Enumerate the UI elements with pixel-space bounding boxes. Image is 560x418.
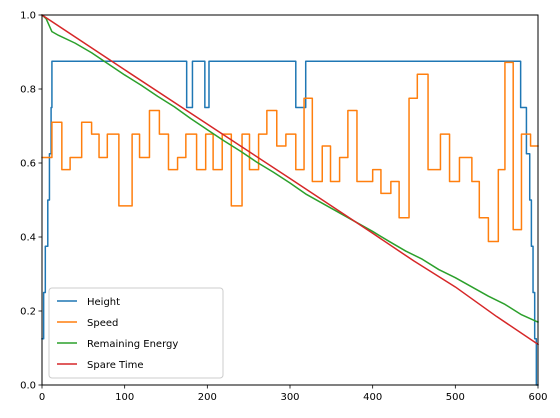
x-tick-label: 300 [280,392,299,403]
y-tick-label: 0.8 [20,85,36,96]
series-line-0 [41,60,539,386]
series-layer [40,13,540,386]
x-tick-label: 500 [446,392,465,403]
legend-box [48,287,224,379]
axes-layer: 0 100 200 300 400 500 600 0.0 0.2 0.4 0.6 0.8 1.0 [20,11,547,404]
x-tick-label: 600 [528,392,547,403]
legend-label-2: Remaining Energy [87,339,178,350]
legend: Height Speed Remaining Energy Spare Time [48,287,224,379]
legend-label-1: Speed [87,318,118,329]
y-tick-label: 0.2 [20,307,36,318]
x-tick-label: 400 [363,392,382,403]
y-tick-label: 0.4 [20,233,36,244]
y-tick-label: 1.0 [20,11,36,22]
series-line-1 [41,61,539,243]
y-tick-label: 0.6 [20,159,36,170]
x-tick-label: 200 [198,392,217,403]
x-tick-label: 100 [115,392,134,403]
series-line-2 [40,13,539,324]
x-tick-label: 0 [39,392,45,403]
legend-label-0: Height [87,297,120,308]
series-line-3 [40,13,540,346]
y-tick-label: 0.0 [20,381,36,392]
legend-label-3: Spare Time [87,360,144,371]
